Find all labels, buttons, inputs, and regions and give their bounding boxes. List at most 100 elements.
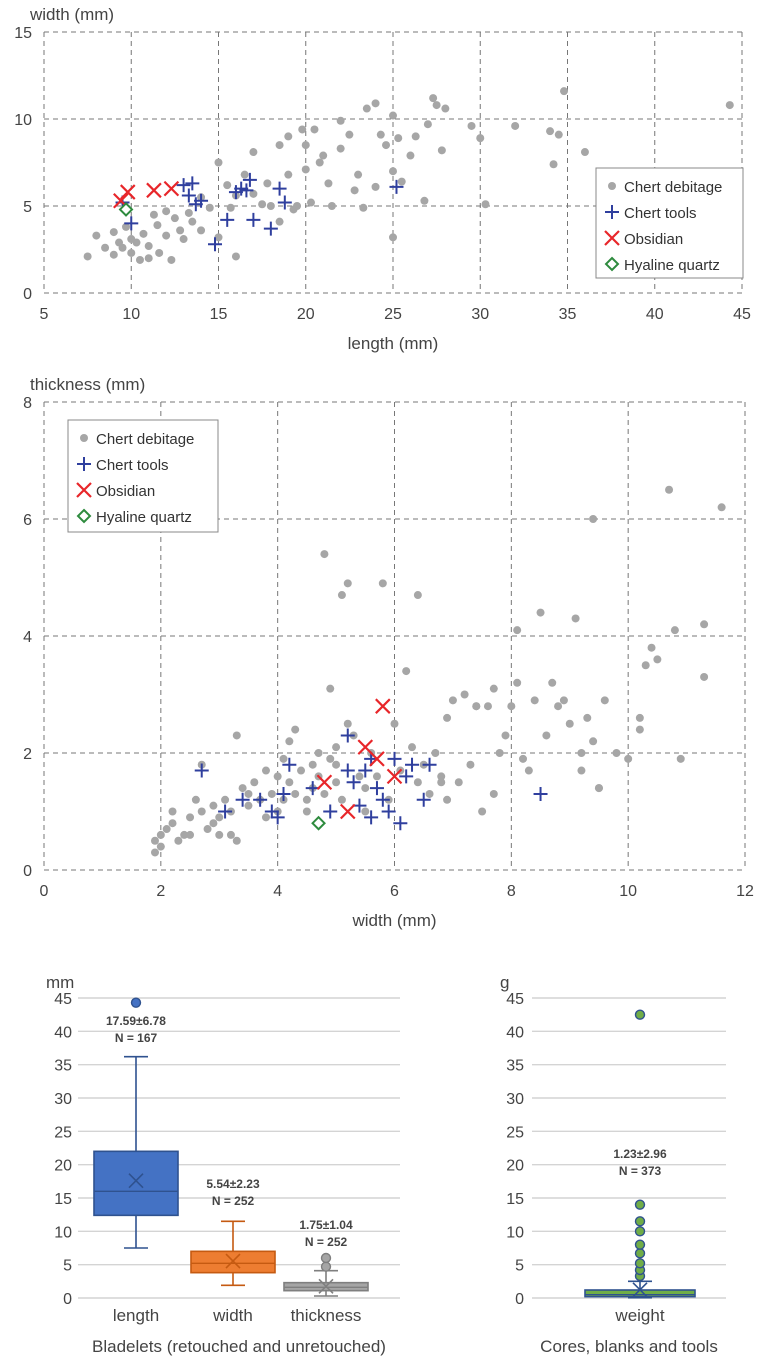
- data-point: [209, 819, 218, 828]
- data-point: [279, 754, 288, 763]
- data-point: [156, 830, 165, 839]
- y-tick-label: 2: [23, 746, 32, 763]
- data-point: [635, 713, 644, 722]
- data-point-plus: [533, 786, 548, 801]
- legend-marker: [608, 182, 616, 190]
- data-point: [214, 158, 223, 167]
- data-point-plus: [323, 804, 338, 819]
- data-point: [441, 104, 450, 113]
- legend-entry: Obsidian: [96, 483, 155, 500]
- x-tick-label: 12: [736, 883, 754, 900]
- data-point-plus: [185, 176, 200, 191]
- data-point-plus: [358, 763, 373, 778]
- data-point-plus: [282, 757, 297, 772]
- data-point: [291, 725, 300, 734]
- data-point: [327, 202, 336, 210]
- count-label: N = 373: [619, 1164, 662, 1178]
- data-point: [232, 836, 241, 845]
- y-tick-label: 35: [506, 1058, 524, 1075]
- data-point: [501, 731, 510, 740]
- data-point: [221, 795, 230, 804]
- x-tick-label: 8: [507, 883, 516, 900]
- x-category-label: width: [212, 1306, 253, 1325]
- data-point: [577, 766, 586, 775]
- data-point: [184, 208, 193, 217]
- data-point: [371, 99, 380, 108]
- y-tick-label: 8: [23, 395, 32, 412]
- data-point: [665, 485, 674, 494]
- data-point: [188, 217, 197, 226]
- data-point: [284, 132, 293, 141]
- y-tick-label: 10: [54, 1224, 72, 1241]
- data-point: [476, 134, 485, 143]
- y-tick-label: 30: [54, 1091, 72, 1108]
- y-tick-label: 4: [23, 629, 32, 646]
- data-point: [382, 141, 391, 150]
- data-point: [372, 772, 381, 781]
- data-point: [577, 749, 586, 757]
- data-point: [191, 795, 200, 804]
- data-point: [571, 614, 580, 623]
- data-point-plus: [369, 781, 384, 796]
- data-point: [320, 550, 329, 559]
- data-point: [700, 620, 709, 629]
- y-axis-title: thickness (mm): [30, 375, 145, 394]
- data-point: [361, 807, 370, 816]
- data-point: [336, 144, 345, 153]
- mean-marker: [128, 1173, 144, 1189]
- data-point: [324, 179, 333, 188]
- y-tick-label: 6: [23, 512, 32, 529]
- data-point: [548, 678, 557, 687]
- data-point: [83, 252, 92, 261]
- data-point: [297, 766, 306, 775]
- data-point: [285, 737, 294, 746]
- data-point: [109, 250, 118, 259]
- data-point: [653, 655, 662, 664]
- data-point: [261, 813, 270, 822]
- box-thickness: [283, 1252, 369, 1297]
- data-point: [310, 125, 319, 134]
- x-axis-title: Bladelets (retouched and unretouched): [92, 1337, 386, 1356]
- y-tick-label: 15: [506, 1191, 524, 1208]
- legend-marker: [76, 508, 92, 524]
- data-point-diamond: [118, 202, 134, 217]
- data-point-plus: [253, 792, 268, 807]
- data-point: [275, 141, 284, 150]
- data-point: [389, 233, 397, 242]
- x-axis-title: width (mm): [351, 911, 436, 930]
- legend-entry: Chert tools: [624, 205, 697, 222]
- data-point: [273, 772, 282, 781]
- data-point: [641, 661, 650, 670]
- x-tick-label: 15: [210, 306, 228, 323]
- x-category-label: thickness: [291, 1306, 362, 1325]
- data-point: [298, 125, 307, 134]
- data-point: [308, 760, 317, 769]
- data-point: [717, 503, 726, 512]
- data-point: [332, 760, 341, 769]
- data-point: [284, 170, 293, 179]
- outlier-point: [634, 1258, 646, 1269]
- data-point: [306, 198, 315, 207]
- x-axis-title: Cores, blanks and tools: [540, 1337, 718, 1356]
- data-point: [168, 819, 177, 828]
- data-point: [179, 235, 188, 244]
- data-point: [565, 719, 574, 728]
- outlier-point: [634, 1239, 646, 1250]
- data-point: [132, 238, 141, 247]
- data-point: [226, 203, 235, 212]
- data-point-plus: [272, 181, 287, 196]
- data-point: [150, 836, 159, 845]
- data-point: [635, 725, 644, 734]
- data-point: [135, 255, 144, 264]
- box-weight: [584, 1009, 696, 1299]
- x-tick-label: 45: [733, 306, 751, 323]
- y-axis-title: width (mm): [29, 5, 114, 24]
- legend-marker: [76, 482, 92, 498]
- data-point: [214, 233, 223, 242]
- data-point: [390, 719, 399, 728]
- outlier-point: [634, 1216, 646, 1227]
- mean-marker: [225, 1253, 241, 1269]
- legend-entry: Chert tools: [96, 457, 169, 474]
- x-tick-label: 40: [646, 306, 664, 323]
- data-point: [359, 203, 368, 212]
